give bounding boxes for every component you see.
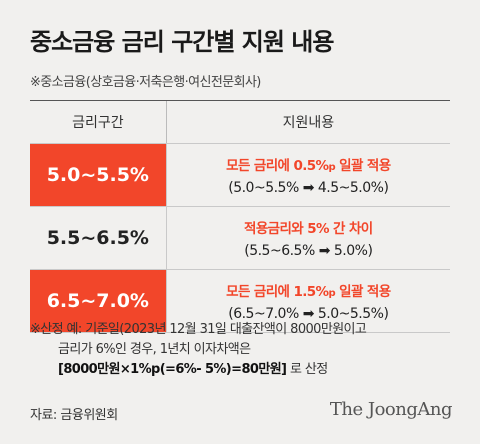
support-cell: 적용금리와 5% 간 차이 (5.5~6.5% ➡ 5.0%)	[167, 207, 450, 269]
support-text: 모든 금리에 0.5%p 일괄 적용	[226, 158, 391, 174]
support-detail: (6.5~7.0% ➡ 5.0~5.5%)	[228, 306, 389, 322]
support-cell: 모든 금리에 0.5%p 일괄 적용 (5.0~5.5% ➡ 4.5~5.0%)	[167, 144, 450, 206]
note-line-3: [8000만원×1%p(=6%- 5%)=80만원] 로 산정	[58, 362, 328, 377]
note-line-2: 금리가 6%인 경우, 1년치 이자차액은	[58, 342, 251, 357]
header-support: 지원내용	[282, 115, 335, 131]
table-row: 5.5~6.5% 적용금리와 5% 간 차이 (5.5~6.5% ➡ 5.0%)	[30, 206, 450, 269]
subtitle: ※중소금융(상호금융·저축은행·여신전문회사)	[30, 75, 261, 90]
table-row: 6.5~7.0% 모든 금리에 1.5%p 일괄 적용 (6.5~7.0% ➡ …	[30, 269, 450, 333]
support-detail: (5.5~6.5% ➡ 5.0%)	[244, 243, 373, 259]
note-line-1: ※산정 예: 기준일(2023년 12월 31일 대출잔액이 8000만원이고	[30, 322, 367, 337]
support-table: 금리구간 지원내용 5.0~5.5% 모든 금리에 0.5%p 일괄 적용 (5…	[30, 100, 450, 333]
table-header: 금리구간 지원내용	[30, 100, 450, 143]
page-title: 중소금융 금리 구간별 지원 내용	[30, 28, 334, 56]
table-row: 5.0~5.5% 모든 금리에 0.5%p 일괄 적용 (5.0~5.5% ➡ …	[30, 143, 450, 206]
calculation-note: ※산정 예: 기준일(2023년 12월 31일 대출잔액이 8000만원이고 …	[30, 320, 460, 380]
header-rate-range: 금리구간	[30, 101, 167, 143]
rate-range-cell: 5.5~6.5%	[30, 207, 167, 269]
source-credit: 자료: 금융위원회	[30, 408, 118, 423]
support-text: 모든 금리에 1.5%p 일괄 적용	[226, 284, 391, 300]
rate-range-cell: 5.0~5.5%	[30, 144, 167, 206]
brand-logo: The JoongAng	[329, 399, 453, 420]
support-text: 적용금리와 5% 간 차이	[244, 221, 373, 237]
rate-range-cell: 6.5~7.0%	[30, 270, 167, 332]
note-formula: [8000만원×1%p(=6%- 5%)=80만원]	[58, 362, 287, 377]
support-detail: (5.0~5.5% ➡ 4.5~5.0%)	[228, 180, 389, 196]
support-cell: 모든 금리에 1.5%p 일괄 적용 (6.5~7.0% ➡ 5.0~5.5%)	[167, 270, 450, 332]
